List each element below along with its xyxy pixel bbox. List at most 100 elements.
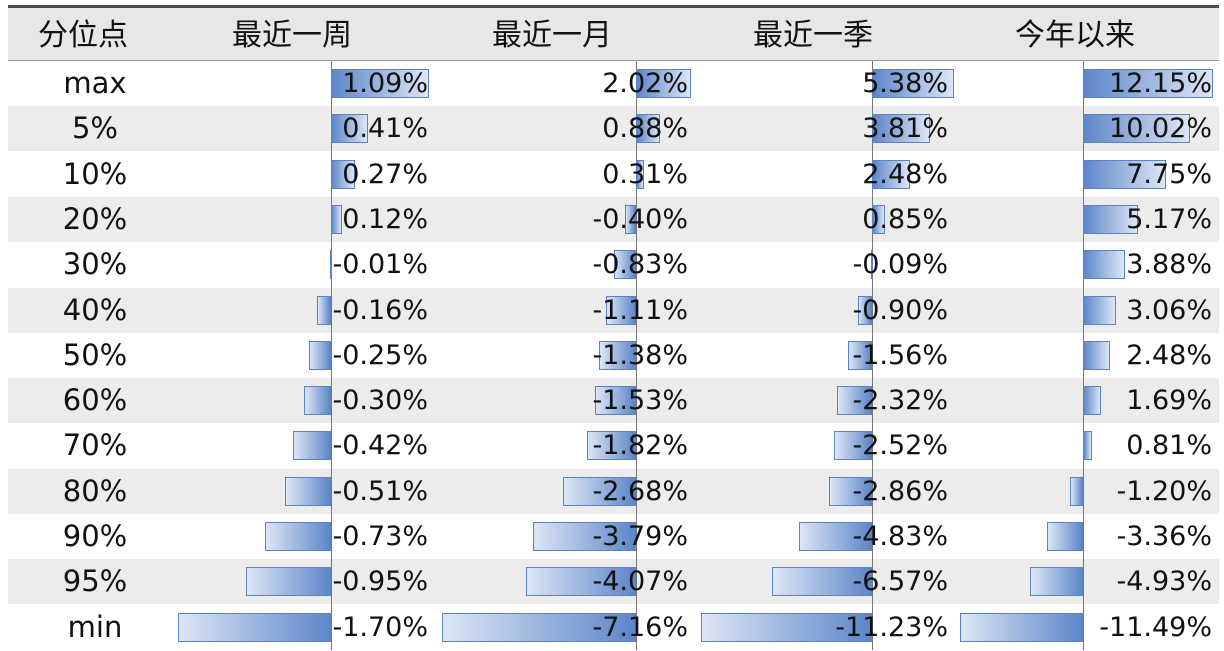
header-label-col: 分位点 bbox=[38, 18, 128, 53]
data-bar bbox=[828, 476, 872, 506]
data-bar bbox=[245, 567, 331, 597]
data-value-label: 0.31% bbox=[602, 158, 688, 190]
row-label: 30% bbox=[62, 247, 128, 282]
data-bar bbox=[1083, 386, 1102, 416]
data-value-label: -0.73% bbox=[332, 521, 428, 552]
data-value-label: 5.38% bbox=[862, 68, 948, 99]
data-value-label: -4.83% bbox=[852, 521, 948, 552]
data-bar bbox=[1083, 159, 1166, 189]
data-value-label: 0.27% bbox=[342, 158, 428, 190]
row-label: 20% bbox=[62, 201, 128, 236]
header-quarter: 最近一季 bbox=[753, 18, 873, 53]
data-value-label: 10.02% bbox=[1109, 113, 1212, 145]
data-bar bbox=[330, 250, 332, 280]
data-bar bbox=[441, 612, 636, 642]
data-bar bbox=[872, 159, 910, 189]
data-bar bbox=[872, 114, 930, 144]
row-label: 10% bbox=[62, 156, 128, 191]
data-value-label: -11.23% bbox=[835, 611, 948, 643]
data-bar bbox=[525, 567, 636, 597]
row-label: 70% bbox=[62, 428, 128, 463]
data-bar bbox=[701, 612, 872, 642]
row-label: min bbox=[67, 609, 123, 644]
data-value-label: 0.88% bbox=[602, 113, 688, 145]
data-value-label: -1.53% bbox=[592, 385, 688, 417]
data-bar bbox=[872, 204, 885, 234]
data-value-label: 5.17% bbox=[1126, 203, 1212, 235]
data-bar bbox=[836, 386, 872, 416]
data-bar bbox=[533, 522, 636, 551]
data-bar bbox=[316, 295, 331, 325]
data-value-label: -0.16% bbox=[332, 294, 428, 326]
data-value-label: -1.20% bbox=[1116, 475, 1212, 507]
row-label: 90% bbox=[62, 519, 128, 553]
data-value-label: 2.48% bbox=[862, 158, 948, 190]
data-bar bbox=[772, 567, 872, 597]
data-value-label: -0.09% bbox=[852, 249, 948, 281]
data-bar bbox=[598, 340, 636, 370]
data-value-label: -1.38% bbox=[592, 339, 688, 371]
data-bar bbox=[636, 69, 691, 98]
row-label: 95% bbox=[62, 564, 128, 599]
data-value-label: -4.07% bbox=[592, 566, 688, 598]
data-value-label: -2.52% bbox=[852, 430, 948, 462]
data-value-label: 3.81% bbox=[862, 113, 948, 145]
data-bar bbox=[870, 250, 873, 280]
row-label: max bbox=[63, 66, 127, 100]
data-bar bbox=[1070, 476, 1083, 506]
data-value-label: 1.69% bbox=[1126, 385, 1212, 417]
data-bar bbox=[331, 204, 342, 234]
data-value-label: -2.68% bbox=[592, 475, 688, 507]
data-value-label: -2.86% bbox=[852, 475, 948, 507]
data-value-label: -1.56% bbox=[852, 339, 948, 371]
data-bar bbox=[1083, 204, 1139, 234]
data-value-label: -0.83% bbox=[592, 249, 688, 281]
data-bar bbox=[308, 340, 331, 370]
data-value-label: -7.16% bbox=[592, 611, 688, 643]
data-bar bbox=[636, 114, 660, 144]
data-value-label: -3.36% bbox=[1116, 521, 1212, 552]
data-value-label: -2.32% bbox=[852, 385, 948, 417]
data-bar bbox=[1083, 295, 1116, 325]
data-value-label: -0.95% bbox=[332, 566, 428, 598]
data-value-label: 0.85% bbox=[862, 203, 948, 235]
data-value-label: -6.57% bbox=[852, 566, 948, 598]
data-bar bbox=[798, 522, 872, 551]
table-row bbox=[8, 196, 1219, 242]
row-label: 50% bbox=[62, 337, 128, 372]
data-value-label: 3.88% bbox=[1126, 249, 1212, 281]
data-value-label: 12.15% bbox=[1109, 68, 1212, 99]
row-label: 60% bbox=[62, 383, 128, 418]
data-bar bbox=[625, 204, 636, 234]
data-value-label: 1.09% bbox=[342, 68, 428, 99]
top-rule bbox=[8, 5, 1219, 8]
data-value-label: 0.41% bbox=[342, 113, 428, 145]
data-value-label: 3.06% bbox=[1126, 294, 1212, 326]
data-bar bbox=[1083, 114, 1191, 144]
data-value-label: -11.49% bbox=[1099, 611, 1212, 643]
data-bar bbox=[586, 431, 636, 461]
data-value-label: 7.75% bbox=[1126, 158, 1212, 190]
data-value-label: -0.01% bbox=[332, 249, 428, 281]
data-value-label: -1.82% bbox=[592, 430, 688, 462]
data-bar bbox=[848, 340, 872, 370]
data-value-label: -1.70% bbox=[332, 611, 428, 643]
header-ytd: 今年以来 bbox=[1015, 18, 1135, 53]
bar-axis bbox=[872, 61, 873, 650]
data-bar bbox=[265, 522, 331, 551]
data-bar bbox=[331, 114, 368, 144]
data-bar bbox=[960, 612, 1083, 642]
data-value-label: -0.40% bbox=[592, 203, 688, 235]
data-bar bbox=[1083, 69, 1213, 98]
row-label: 80% bbox=[62, 473, 128, 508]
data-value-label: -1.11% bbox=[592, 294, 688, 326]
data-bar bbox=[563, 476, 636, 506]
data-value-label: -4.93% bbox=[1116, 566, 1212, 598]
header-month: 最近一月 bbox=[492, 18, 612, 53]
data-value-label: 0.12% bbox=[342, 203, 428, 235]
data-value-label: 0.81% bbox=[1126, 430, 1212, 462]
data-bar bbox=[872, 69, 954, 98]
bar-axis bbox=[331, 61, 332, 650]
data-bar bbox=[293, 431, 331, 461]
